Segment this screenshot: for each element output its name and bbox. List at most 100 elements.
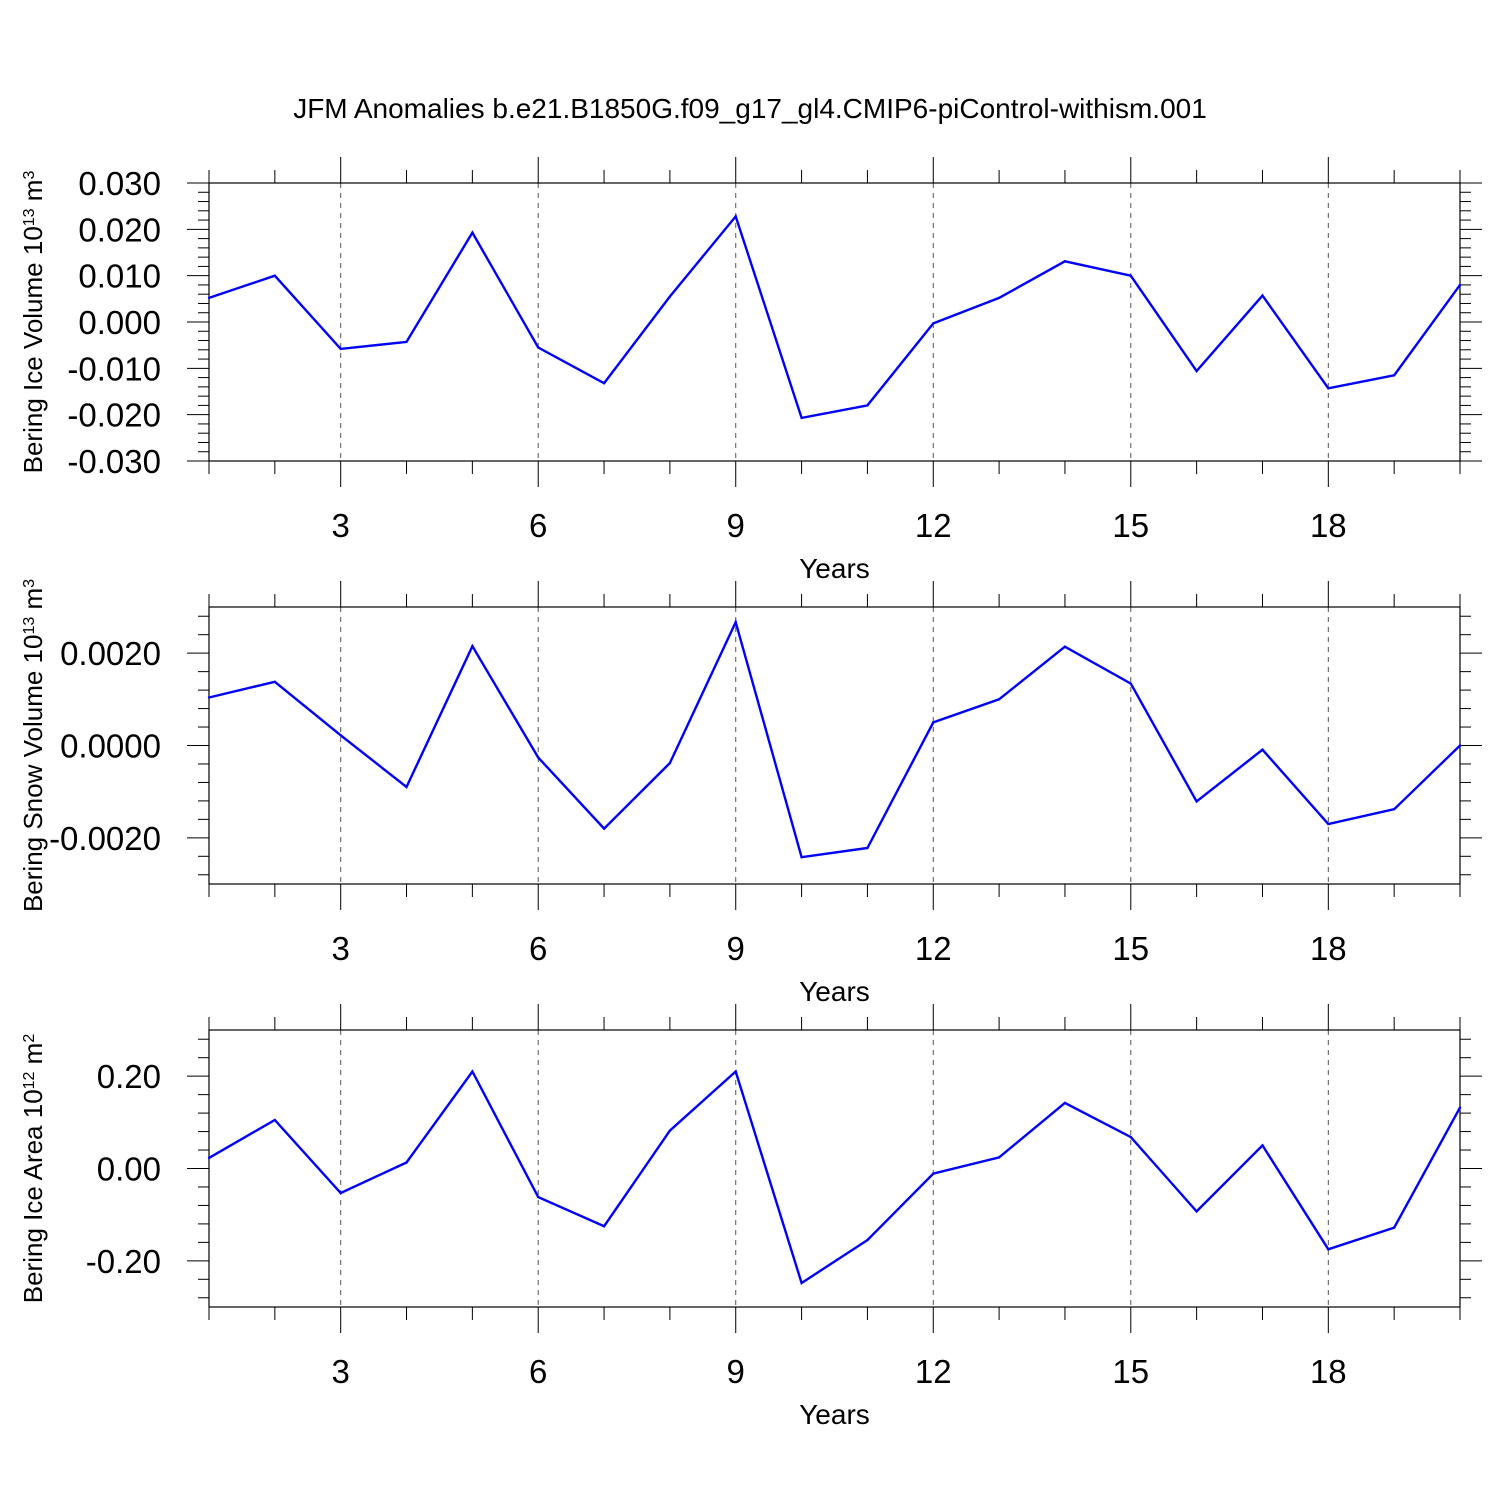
data-point — [668, 295, 672, 298]
data-point — [273, 680, 277, 683]
data-point — [800, 856, 803, 859]
x-tick-label: 3 — [332, 930, 350, 967]
data-point — [800, 416, 803, 420]
y-tick-label: 0.020 — [78, 211, 161, 248]
data-point — [207, 696, 211, 699]
plot-frame — [208, 1029, 1461, 1308]
x-tick-label: 3 — [332, 507, 350, 544]
data-point — [1458, 744, 1462, 747]
y-tick-label: 0.010 — [78, 258, 161, 295]
data-point — [1327, 822, 1330, 826]
data-point — [997, 1156, 1001, 1159]
x-axis-label: Years — [799, 553, 870, 584]
y-tick-label: 0.0000 — [60, 728, 161, 765]
data-point — [537, 756, 540, 759]
series-line — [208, 618, 1461, 859]
data-point — [1195, 800, 1198, 803]
data-point — [537, 1195, 540, 1199]
y-tick-label: 0.00 — [97, 1151, 161, 1188]
data-point — [1392, 1226, 1396, 1229]
data-point — [997, 296, 1001, 300]
data-point — [1327, 387, 1330, 390]
x-tick-label: 18 — [1310, 1353, 1347, 1390]
data-point — [339, 347, 342, 351]
x-tick-label: 6 — [529, 930, 547, 967]
x-tick-label: 15 — [1112, 1353, 1149, 1390]
x-tick-label: 9 — [727, 1353, 745, 1390]
x-axis-label: Years — [799, 976, 870, 1007]
data-point — [1261, 1144, 1264, 1147]
x-tick-label: 9 — [727, 930, 745, 967]
data-point — [273, 1118, 277, 1122]
data-point — [866, 846, 869, 850]
data-point — [207, 1156, 211, 1160]
data-point — [1195, 1210, 1198, 1213]
data-point — [734, 1070, 737, 1073]
y-tick-label: -0.0020 — [49, 820, 161, 857]
data-point — [800, 1281, 803, 1285]
data-point — [866, 1238, 869, 1242]
data-point — [668, 761, 672, 765]
data-point — [932, 1172, 935, 1175]
x-tick-label: 6 — [529, 507, 547, 544]
panels: 3 6 9 12 15 18 -0.030 -0.020 -0.010 0.000 0.010 0.0… — [18, 157, 1482, 1430]
y-tick-label: 0.0020 — [60, 635, 161, 672]
data-point — [471, 645, 474, 648]
plot-frame — [208, 606, 1461, 885]
data-point — [339, 1191, 342, 1195]
chart-panel-3: 3 6 9 12 15 18 -0.20 0.00 0.20 Years Bering Ice Ar… — [18, 1004, 1482, 1430]
data-point — [1261, 748, 1264, 751]
x-tick-label: 9 — [727, 507, 745, 544]
data-point — [1063, 645, 1067, 648]
data-point — [405, 340, 408, 344]
x-tick-label: 15 — [1112, 507, 1149, 544]
x-tick-label: 6 — [529, 1353, 547, 1390]
x-tick-label: 12 — [915, 1353, 952, 1390]
x-tick-label: 12 — [915, 930, 952, 967]
y-axis-label: Bering Ice Volume 1013 m3 — [18, 171, 48, 474]
data-point — [537, 346, 540, 349]
data-point — [932, 322, 935, 325]
data-point — [1129, 274, 1132, 277]
x-tick-label: 18 — [1310, 507, 1347, 544]
x-tick-label: 15 — [1112, 930, 1149, 967]
data-point — [734, 621, 737, 624]
data-point — [339, 734, 342, 737]
data-point — [207, 296, 211, 300]
data-point — [1392, 374, 1396, 377]
chart-panel-2: 3 6 9 12 15 18 -0.0020 0.0000 0.0020 Years Bering … — [18, 579, 1482, 1007]
data-point — [866, 404, 869, 407]
series-line — [208, 1069, 1462, 1285]
data-point — [471, 231, 474, 234]
y-tick-label: -0.010 — [67, 350, 161, 387]
data-point — [1261, 294, 1264, 297]
data-point — [273, 274, 277, 277]
data-point — [602, 381, 606, 385]
y-axis-label: Bering Ice Area 1012 m2 — [18, 1034, 48, 1304]
data-point — [1327, 1248, 1330, 1251]
y-tick-label: -0.020 — [67, 397, 161, 434]
data-point — [1195, 369, 1198, 373]
data-point — [1063, 260, 1067, 263]
figure-title: JFM Anomalies b.e21.B1850G.f09_g17_gl4.C… — [293, 93, 1207, 124]
data-point — [602, 827, 606, 830]
data-point — [668, 1129, 672, 1132]
data-point — [471, 1070, 474, 1073]
x-tick-label: 12 — [915, 507, 952, 544]
data-point — [1458, 283, 1462, 287]
data-point — [1129, 1135, 1132, 1139]
y-tick-label: 0.20 — [97, 1058, 161, 1095]
data-point — [405, 1161, 408, 1164]
data-point — [1063, 1101, 1067, 1105]
y-tick-label: 0.000 — [78, 304, 161, 341]
series-line — [208, 213, 1461, 420]
data-point — [602, 1225, 606, 1228]
data-point — [1458, 1106, 1462, 1109]
y-tick-label: -0.20 — [86, 1243, 161, 1280]
data-point — [997, 698, 1001, 701]
chart-panel-1: 3 6 9 12 15 18 -0.030 -0.020 -0.010 0.000 0.010 0.0… — [18, 157, 1482, 584]
data-point — [932, 721, 935, 724]
x-axis-label: Years — [799, 1399, 870, 1430]
y-tick-label: -0.030 — [67, 443, 161, 480]
